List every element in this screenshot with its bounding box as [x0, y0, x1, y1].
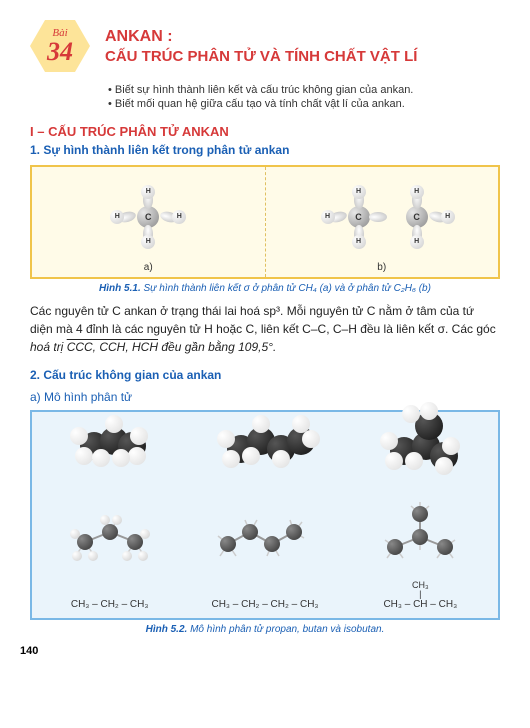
lesson-header: Bài 34 ANKAN : CẤU TRÚC PHÂN TỬ VÀ TÍNH … — [30, 20, 500, 72]
body-paragraph-1: Các nguyên tử C ankan ở trạng thái lai h… — [30, 302, 500, 356]
sf-hydrogen — [105, 415, 123, 433]
sf-hydrogen — [70, 427, 88, 445]
sf-hydrogen — [420, 402, 438, 420]
sf-hydrogen — [405, 452, 423, 470]
sf-hydrogen — [302, 430, 320, 448]
page: Bài 34 ANKAN : CẤU TRÚC PHÂN TỬ VÀ TÍNH … — [0, 0, 530, 667]
sf-hydrogen — [442, 437, 460, 455]
page-number: 140 — [20, 645, 500, 657]
sf-hydrogen — [130, 427, 148, 445]
hydrogen-atom: H — [141, 185, 155, 199]
sf-hydrogen — [222, 450, 240, 468]
hydrogen-atom: H — [352, 185, 366, 199]
bs-carbon — [220, 536, 236, 552]
objective-item: • Biết mối quan hệ giữa cấu tạo và tính … — [108, 98, 500, 110]
formula-isobutan: CH₃ | CH₃ – CH – CH₃ — [343, 581, 498, 610]
bs-carbon — [242, 524, 258, 540]
sf-hydrogen — [217, 430, 235, 448]
title-line-1: ANKAN : — [105, 28, 417, 46]
bs-carbon — [412, 529, 428, 545]
objectives-list: • Biết sự hình thành liên kết và cấu trú… — [108, 84, 500, 110]
figure-label-a: a) — [144, 262, 153, 273]
bs-carbon — [102, 524, 118, 540]
lesson-badge: Bài 34 — [30, 20, 90, 72]
bs-hydrogen — [72, 551, 82, 561]
bs-hydrogen — [138, 551, 148, 561]
sf-hydrogen — [435, 457, 453, 475]
section-2-sub: 2. Cấu trúc không gian của ankan — [30, 368, 500, 382]
hydrogen-atom: H — [321, 210, 335, 224]
bs-carbon — [387, 539, 403, 555]
molecule-isobutan: CH₃ | CH₃ – CH – CH₃ — [343, 412, 498, 612]
bs-carbon — [437, 539, 453, 555]
molecule-butan: CH₃ – CH₂ – CH₂ – CH₃ — [187, 412, 342, 612]
title-line-2: CẤU TRÚC PHÂN TỬ VÀ TÍNH CHẤT VẬT LÍ — [105, 48, 417, 65]
figure-5-2: CH₃ – CH₂ – CH₃ — [30, 410, 500, 620]
formula-butan: CH₃ – CH₂ – CH₂ – CH₃ — [187, 599, 342, 610]
sf-hydrogen — [92, 449, 110, 467]
bs-hydrogen — [112, 515, 122, 525]
figure-5-1b: C H H H C H H H b) — [265, 167, 499, 277]
orbital-lobe — [369, 212, 387, 222]
figure-5-1a: C H H H H a) — [32, 167, 265, 277]
hydrogen-atom: H — [141, 235, 155, 249]
figure-5-1-caption: Hình 5.1. Sự hình thành liên kết σ ở phâ… — [30, 283, 500, 294]
sf-hydrogen — [272, 450, 290, 468]
hydrogen-atom: H — [441, 210, 455, 224]
section-1-sub: 1. Sự hình thành liên kết trong phân tử … — [30, 143, 500, 157]
bs-carbon — [286, 524, 302, 540]
section-1-heading: I – CẤU TRÚC PHÂN TỬ ANKAN — [30, 124, 500, 139]
bs-hydrogen — [100, 515, 110, 525]
sf-hydrogen — [380, 432, 398, 450]
figure-label-b: b) — [377, 262, 386, 273]
sf-hydrogen — [385, 452, 403, 470]
hydrogen-atom: H — [172, 210, 186, 224]
molecule-propan: CH₃ – CH₂ – CH₃ — [32, 412, 187, 612]
bs-hydrogen — [140, 529, 150, 539]
figure-5-2-caption: Hình 5.2. Mô hình phân tử propan, butan … — [30, 624, 500, 635]
sf-hydrogen — [252, 415, 270, 433]
sf-hydrogen — [242, 447, 260, 465]
figure-5-1: C H H H H a) C H H H — [30, 165, 500, 279]
hydrogen-atom: H — [352, 235, 366, 249]
bs-carbon — [412, 506, 428, 522]
badge-number: 34 — [47, 39, 73, 65]
objective-item: • Biết sự hình thành liên kết và cấu trú… — [108, 84, 500, 96]
sf-hydrogen — [402, 405, 420, 423]
hydrogen-atom: H — [110, 210, 124, 224]
bs-hydrogen — [70, 529, 80, 539]
bs-hydrogen — [88, 551, 98, 561]
sf-hydrogen — [75, 447, 93, 465]
hydrogen-atom: H — [410, 185, 424, 199]
sf-hydrogen — [128, 447, 146, 465]
formula-propan: CH₃ – CH₂ – CH₃ — [32, 599, 187, 610]
sf-hydrogen — [112, 449, 130, 467]
bs-hydrogen — [122, 551, 132, 561]
bs-carbon — [264, 536, 280, 552]
lesson-title: ANKAN : CẤU TRÚC PHÂN TỬ VÀ TÍNH CHẤT VẬ… — [105, 28, 417, 65]
hydrogen-atom: H — [410, 235, 424, 249]
